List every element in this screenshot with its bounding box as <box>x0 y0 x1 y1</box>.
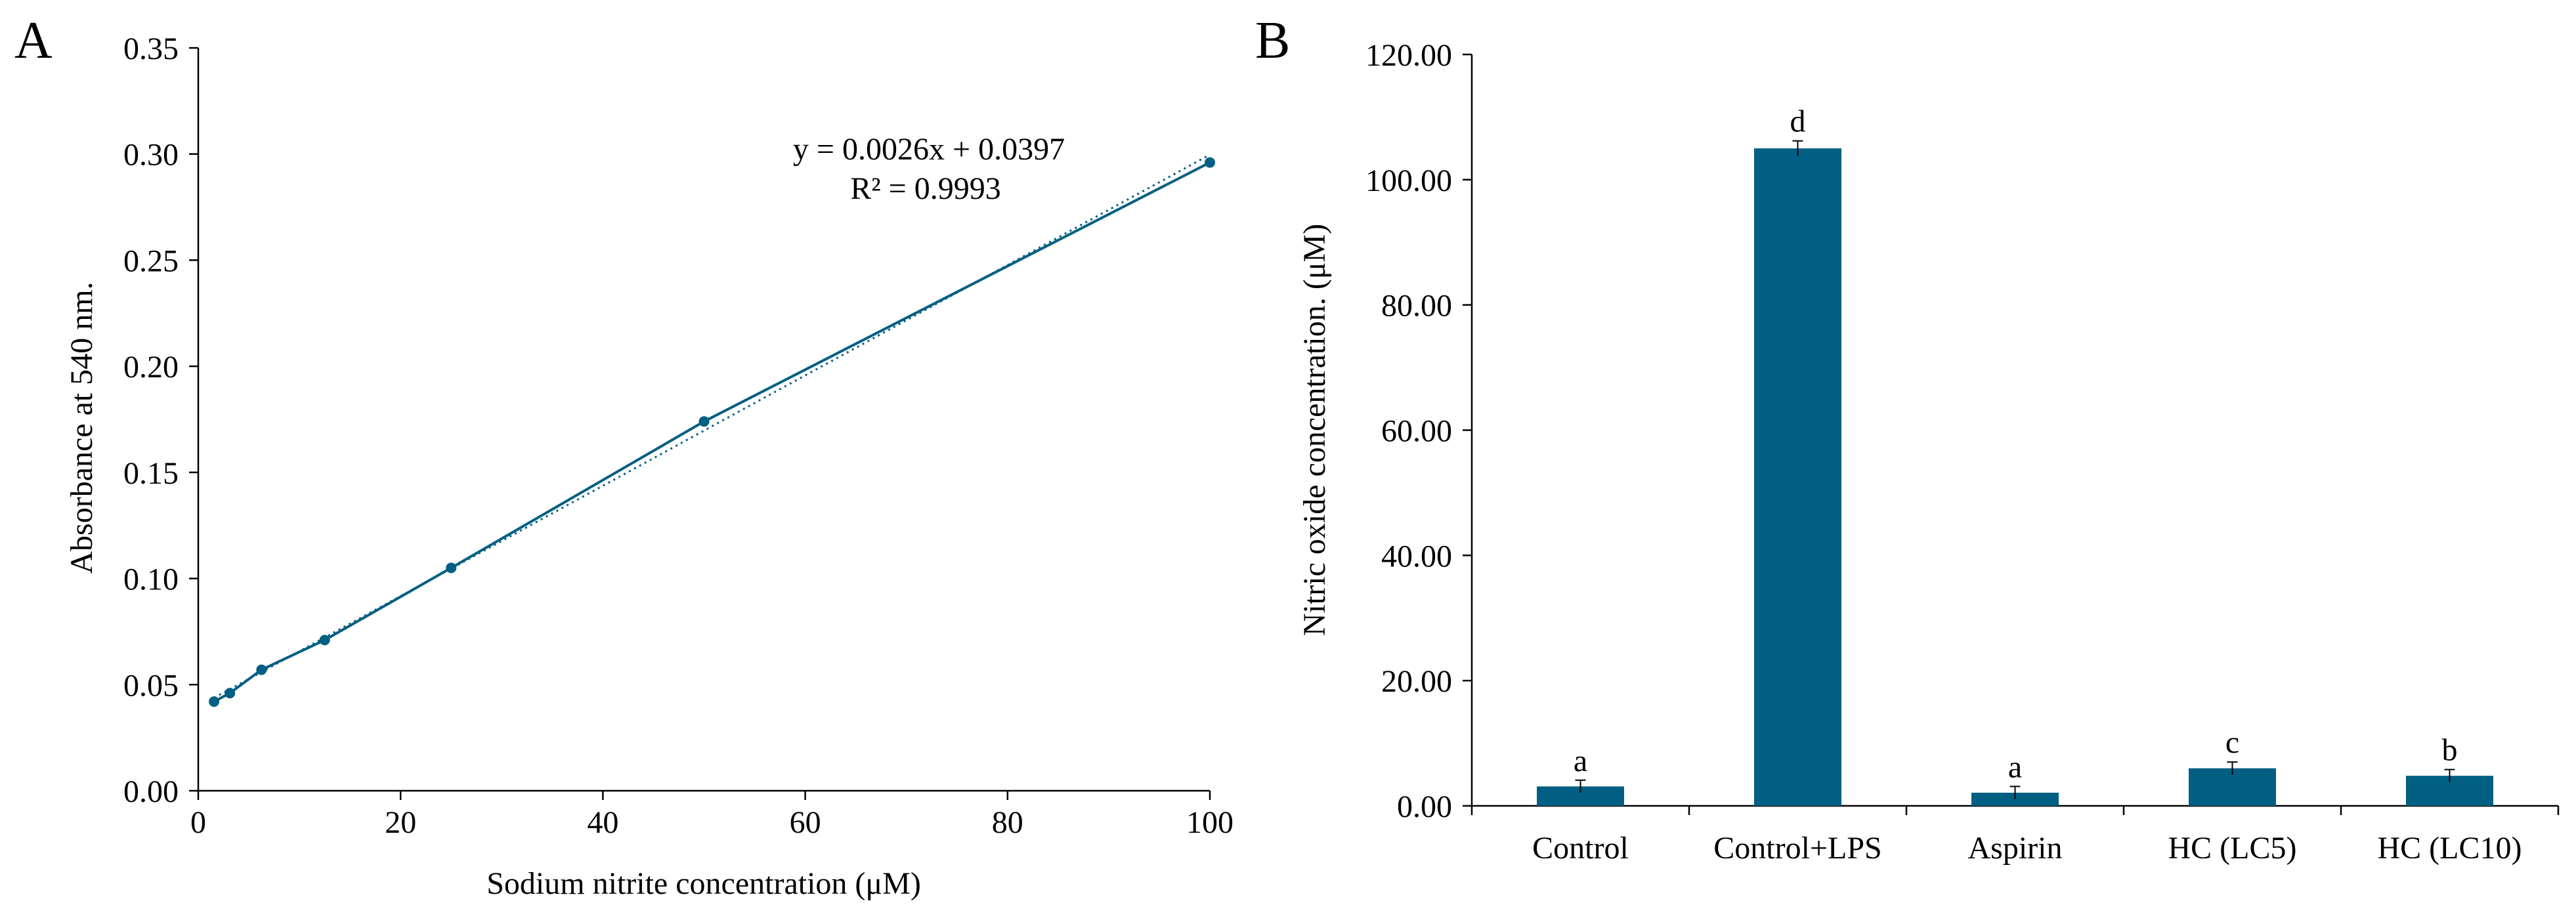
panel-b-y-tick-label: 100.00 <box>1365 163 1452 198</box>
panel-a-x-ticks: 0 20 40 60 80 100 <box>190 791 1234 840</box>
panel-b-bar-chart: B 0.00 20.00 40.00 60.00 80.00 100.00 120.00 C… <box>1255 12 2560 866</box>
panel-a-data-point <box>1205 157 1215 168</box>
panel-a-r-squared: R² = 0.9993 <box>850 171 1000 206</box>
panel-a-x-tick-label: 80 <box>992 805 1023 840</box>
panel-b-y-tick-label: 20.00 <box>1381 664 1452 699</box>
panel-b-category-label: Control+LPS <box>1713 831 1881 866</box>
panel-b-y-ticks: 0.00 20.00 40.00 60.00 80.00 100.00 120.00 <box>1365 38 1472 824</box>
panel-b-label: B <box>1255 12 1290 70</box>
panel-a-x-tick-label: 0 <box>190 805 206 840</box>
panel-a-y-tick-label: 0.05 <box>123 668 179 703</box>
panel-a-x-label: Sodium nitrite concentration (μM) <box>486 866 921 901</box>
panel-a-x-tick-label: 20 <box>385 805 416 840</box>
panel-a-y-tick-label: 0.20 <box>123 350 179 385</box>
panel-a-y-ticks: 0.00 0.05 0.10 0.15 0.20 0.25 0.30 0.35 <box>123 31 198 809</box>
panel-b-y-tick-label: 60.00 <box>1381 414 1452 449</box>
panel-a-trendline <box>213 154 1211 699</box>
panel-a-data-point <box>698 416 710 427</box>
panel-b-category-label: HC (LC5) <box>2168 831 2297 866</box>
panel-b-category-labels: Control Control+LPS Aspirin HC (LC5) HC (LC1… <box>1470 806 2560 866</box>
panel-a-y-tick-label: 0.10 <box>123 562 179 597</box>
panel-b-y-tick-label: 40.00 <box>1381 539 1452 574</box>
panel-a-points <box>209 157 1215 707</box>
panel-a-scatter-chart: A 0.00 0.05 0.10 0.15 0.20 0.25 0.30 0.35 0 20 40… <box>14 12 1234 901</box>
panel-b-category-label: HC (LC10) <box>2378 831 2522 866</box>
panel-b-significance-letter: a <box>2008 749 2022 784</box>
panel-b-significance-letter: a <box>1574 744 1587 778</box>
panel-b-y-tick-label: 80.00 <box>1381 289 1452 324</box>
panel-a-y-tick-label: 0.00 <box>123 774 179 809</box>
panel-a-y-tick-label: 0.25 <box>123 243 179 278</box>
panel-b-significance-letter: b <box>2442 733 2458 768</box>
panel-b-y-label: Nitric oxide concentration. (μM) <box>1297 224 1332 636</box>
panel-b-bar <box>1754 148 1841 806</box>
panel-a-y-tick-label: 0.30 <box>123 138 179 173</box>
panel-a-data-point <box>256 664 267 675</box>
panel-b-category-label: Control <box>1532 831 1629 866</box>
panel-a-y-tick-label: 0.35 <box>123 31 179 66</box>
panel-a-y-label: Absorbance at 540 nm. <box>64 282 99 574</box>
panel-b-y-tick-label: 0.00 <box>1397 789 1452 824</box>
panel-a-label: A <box>14 12 53 70</box>
panel-a-data-point <box>209 696 220 707</box>
panel-a-series-line <box>213 161 1211 703</box>
panel-a-data-point <box>319 635 330 646</box>
panel-b-bar <box>1971 792 2059 806</box>
panel-a-equation: y = 0.0026x + 0.0397 <box>793 132 1065 167</box>
panel-b-significance-letter: c <box>2225 725 2239 760</box>
panel-a-data-point <box>446 562 457 574</box>
panel-b-significance-letter: d <box>1790 104 1806 139</box>
panel-a-x-tick-label: 100 <box>1186 805 1234 840</box>
panel-b-bars: a d a c b <box>1537 104 2493 806</box>
panel-b-category-label: Aspirin <box>1968 831 2063 866</box>
panel-a-data-point <box>225 688 236 699</box>
panel-a-x-tick-label: 40 <box>587 805 618 840</box>
panel-a-x-tick-label: 60 <box>790 805 821 840</box>
panel-a-y-tick-label: 0.15 <box>123 456 179 491</box>
panel-b-y-tick-label: 120.00 <box>1365 38 1452 73</box>
